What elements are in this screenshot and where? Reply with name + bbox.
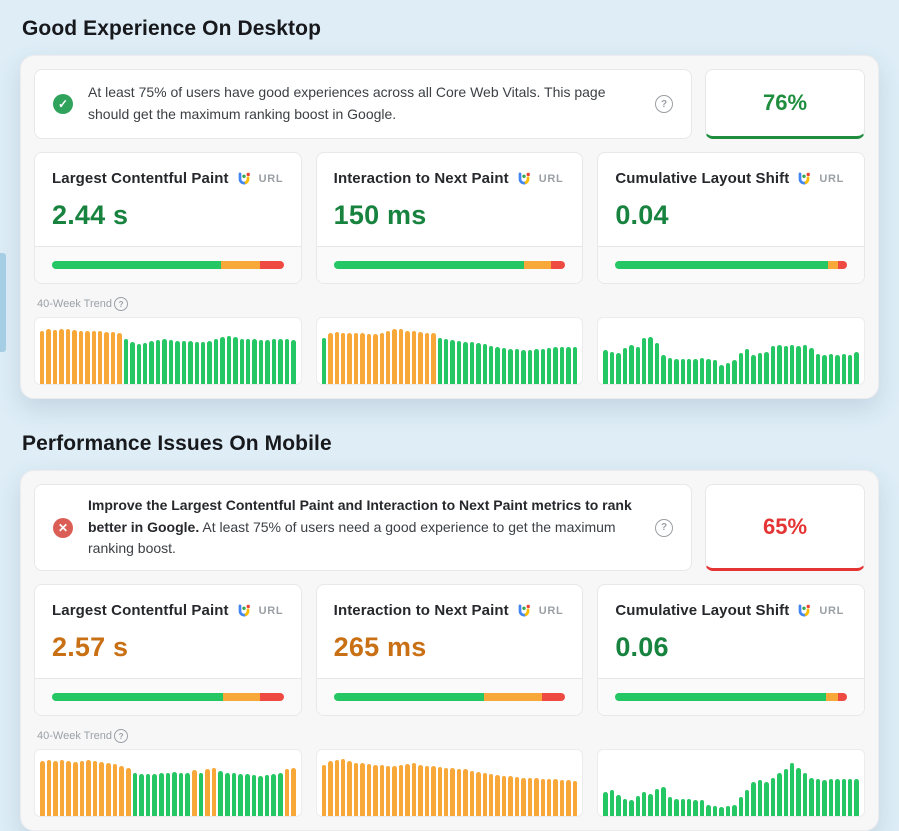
cwv-distribution-bar [615,693,848,702]
desktop-report-panel: ✓ At least 75% of users have good experi… [20,55,879,399]
desktop-metrics-row: Largest Contentful Paint URL 2.44 s Inte… [34,152,866,284]
crux-logo-icon [236,603,252,619]
summary-body: At least 75% of users have good experien… [88,84,606,122]
metric-bar-strip [598,678,865,716]
cwv-distribution-bar [52,261,284,269]
trend-label-mobile: 40-Week Trend ? [37,729,862,744]
scope-toggle-url[interactable]: URL [819,172,845,185]
check-circle-icon: ✓ [53,94,73,114]
metric-card-cls-mobile: Cumulative Layout Shift URL 0.06 [597,584,866,717]
scope-toggle-url[interactable]: URL [538,172,564,185]
cwv-distribution-bar [333,693,566,702]
mobile-trends-row [34,749,866,818]
metric-title: Interaction to Next Paint [333,602,509,620]
metric-value: 0.04 [615,200,669,230]
scope-toggle-url[interactable]: URL [819,604,845,617]
section-desktop: Good Experience On Desktop ✓ At least 75… [20,0,879,399]
desktop-score-value: 76% [762,90,808,115]
metric-value: 0.06 [615,632,669,663]
help-icon[interactable]: ? [655,95,673,113]
metric-value: 2.44 s [52,200,129,230]
metric-value: 150 ms [333,200,427,230]
section-mobile: Performance Issues On Mobile ✕ Improve t… [20,432,879,831]
mobile-score-value: 65% [762,513,808,539]
metric-top: Largest Contentful Paint URL 2.57 s [35,585,301,678]
help-icon[interactable]: ? [114,729,129,744]
section-heading-desktop: Good Experience On Desktop [22,17,321,40]
mobile-summary-card: ✕ Improve the Largest Contentful Paint a… [34,484,692,572]
metric-top: Cumulative Layout Shift URL 0.06 [598,585,864,678]
metric-bar-strip [35,246,301,283]
cwv-distribution-bar [52,693,284,702]
metric-card-lcp-mobile: Largest Contentful Paint URL 2.57 s [34,584,302,717]
trend-label-text: 40-Week Trend [37,298,113,310]
metric-card-cls-desktop: Cumulative Layout Shift URL 0.04 [597,152,866,284]
left-edge-artifact [0,253,6,352]
error-circle-icon: ✕ [53,517,73,538]
metric-top: Interaction to Next Paint URL 265 ms [317,585,583,678]
mobile-metrics-row: Largest Contentful Paint URL 2.57 s Inte… [34,584,866,717]
metric-card-lcp-desktop: Largest Contentful Paint URL 2.44 s [34,152,302,284]
metric-title: Cumulative Layout Shift [615,170,790,187]
section-heading-mobile: Performance Issues On Mobile [22,432,332,455]
metric-bar-strip [598,246,865,283]
metric-title: Largest Contentful Paint [52,170,229,187]
metric-top: Cumulative Layout Shift URL 0.04 [598,153,864,246]
metric-bar-strip [316,246,583,283]
metric-title: Largest Contentful Paint [52,602,229,620]
crux-logo-icon [236,171,252,187]
trend-label-text: 40-Week Trend [37,730,113,743]
mobile-report-panel: ✕ Improve the Largest Contentful Paint a… [20,470,879,831]
metric-card-inp-desktop: Interaction to Next Paint URL 150 ms [315,152,584,284]
mobile-score-card: 65% [705,484,865,572]
desktop-summary-card: ✓ At least 75% of users have good experi… [34,69,692,139]
mobile-summary-row: ✕ Improve the Largest Contentful Paint a… [34,484,865,572]
desktop-summary-text: At least 75% of users have good experien… [88,82,636,125]
metric-top: Largest Contentful Paint URL 2.44 s [35,153,301,246]
metric-top: Interaction to Next Paint URL 150 ms [317,153,583,246]
crux-logo-icon [516,171,532,187]
trend-chart-inp-mobile [315,749,584,818]
desktop-score-card: 76% [705,69,865,139]
metric-bar-strip [35,678,301,716]
summary-body: At least 75% of users need a good experi… [88,518,616,557]
scope-toggle-url[interactable]: URL [258,172,284,185]
metric-title: Interaction to Next Paint [333,170,509,187]
summary-lead: Improve the Largest Contentful Paint and… [88,497,632,535]
trend-chart-lcp-mobile [34,749,302,818]
metric-bar-strip [316,678,583,716]
desktop-trends-row [34,317,866,385]
help-icon[interactable]: ? [655,518,673,537]
scope-toggle-url[interactable]: URL [538,604,564,617]
desktop-summary-row: ✓ At least 75% of users have good experi… [34,69,865,139]
metric-value: 265 ms [333,632,427,663]
cwv-distribution-bar [333,261,566,269]
metric-value: 2.57 s [52,632,129,663]
metric-card-inp-mobile: Interaction to Next Paint URL 265 ms [315,584,584,717]
crux-logo-icon [516,603,532,619]
trend-label-desktop: 40-Week Trend ? [37,297,862,311]
crux-logo-icon [796,171,812,187]
scope-toggle-url[interactable]: URL [258,604,284,617]
trend-chart-lcp-desktop [34,317,302,385]
metric-title: Cumulative Layout Shift [615,602,790,620]
mobile-summary-text: Improve the Largest Contentful Paint and… [88,495,636,560]
help-icon[interactable]: ? [114,297,129,311]
crux-logo-icon [796,603,812,619]
trend-chart-inp-desktop [315,317,584,385]
cwv-distribution-bar [615,261,848,269]
trend-chart-cls-desktop [597,317,866,385]
trend-chart-cls-mobile [597,749,866,818]
